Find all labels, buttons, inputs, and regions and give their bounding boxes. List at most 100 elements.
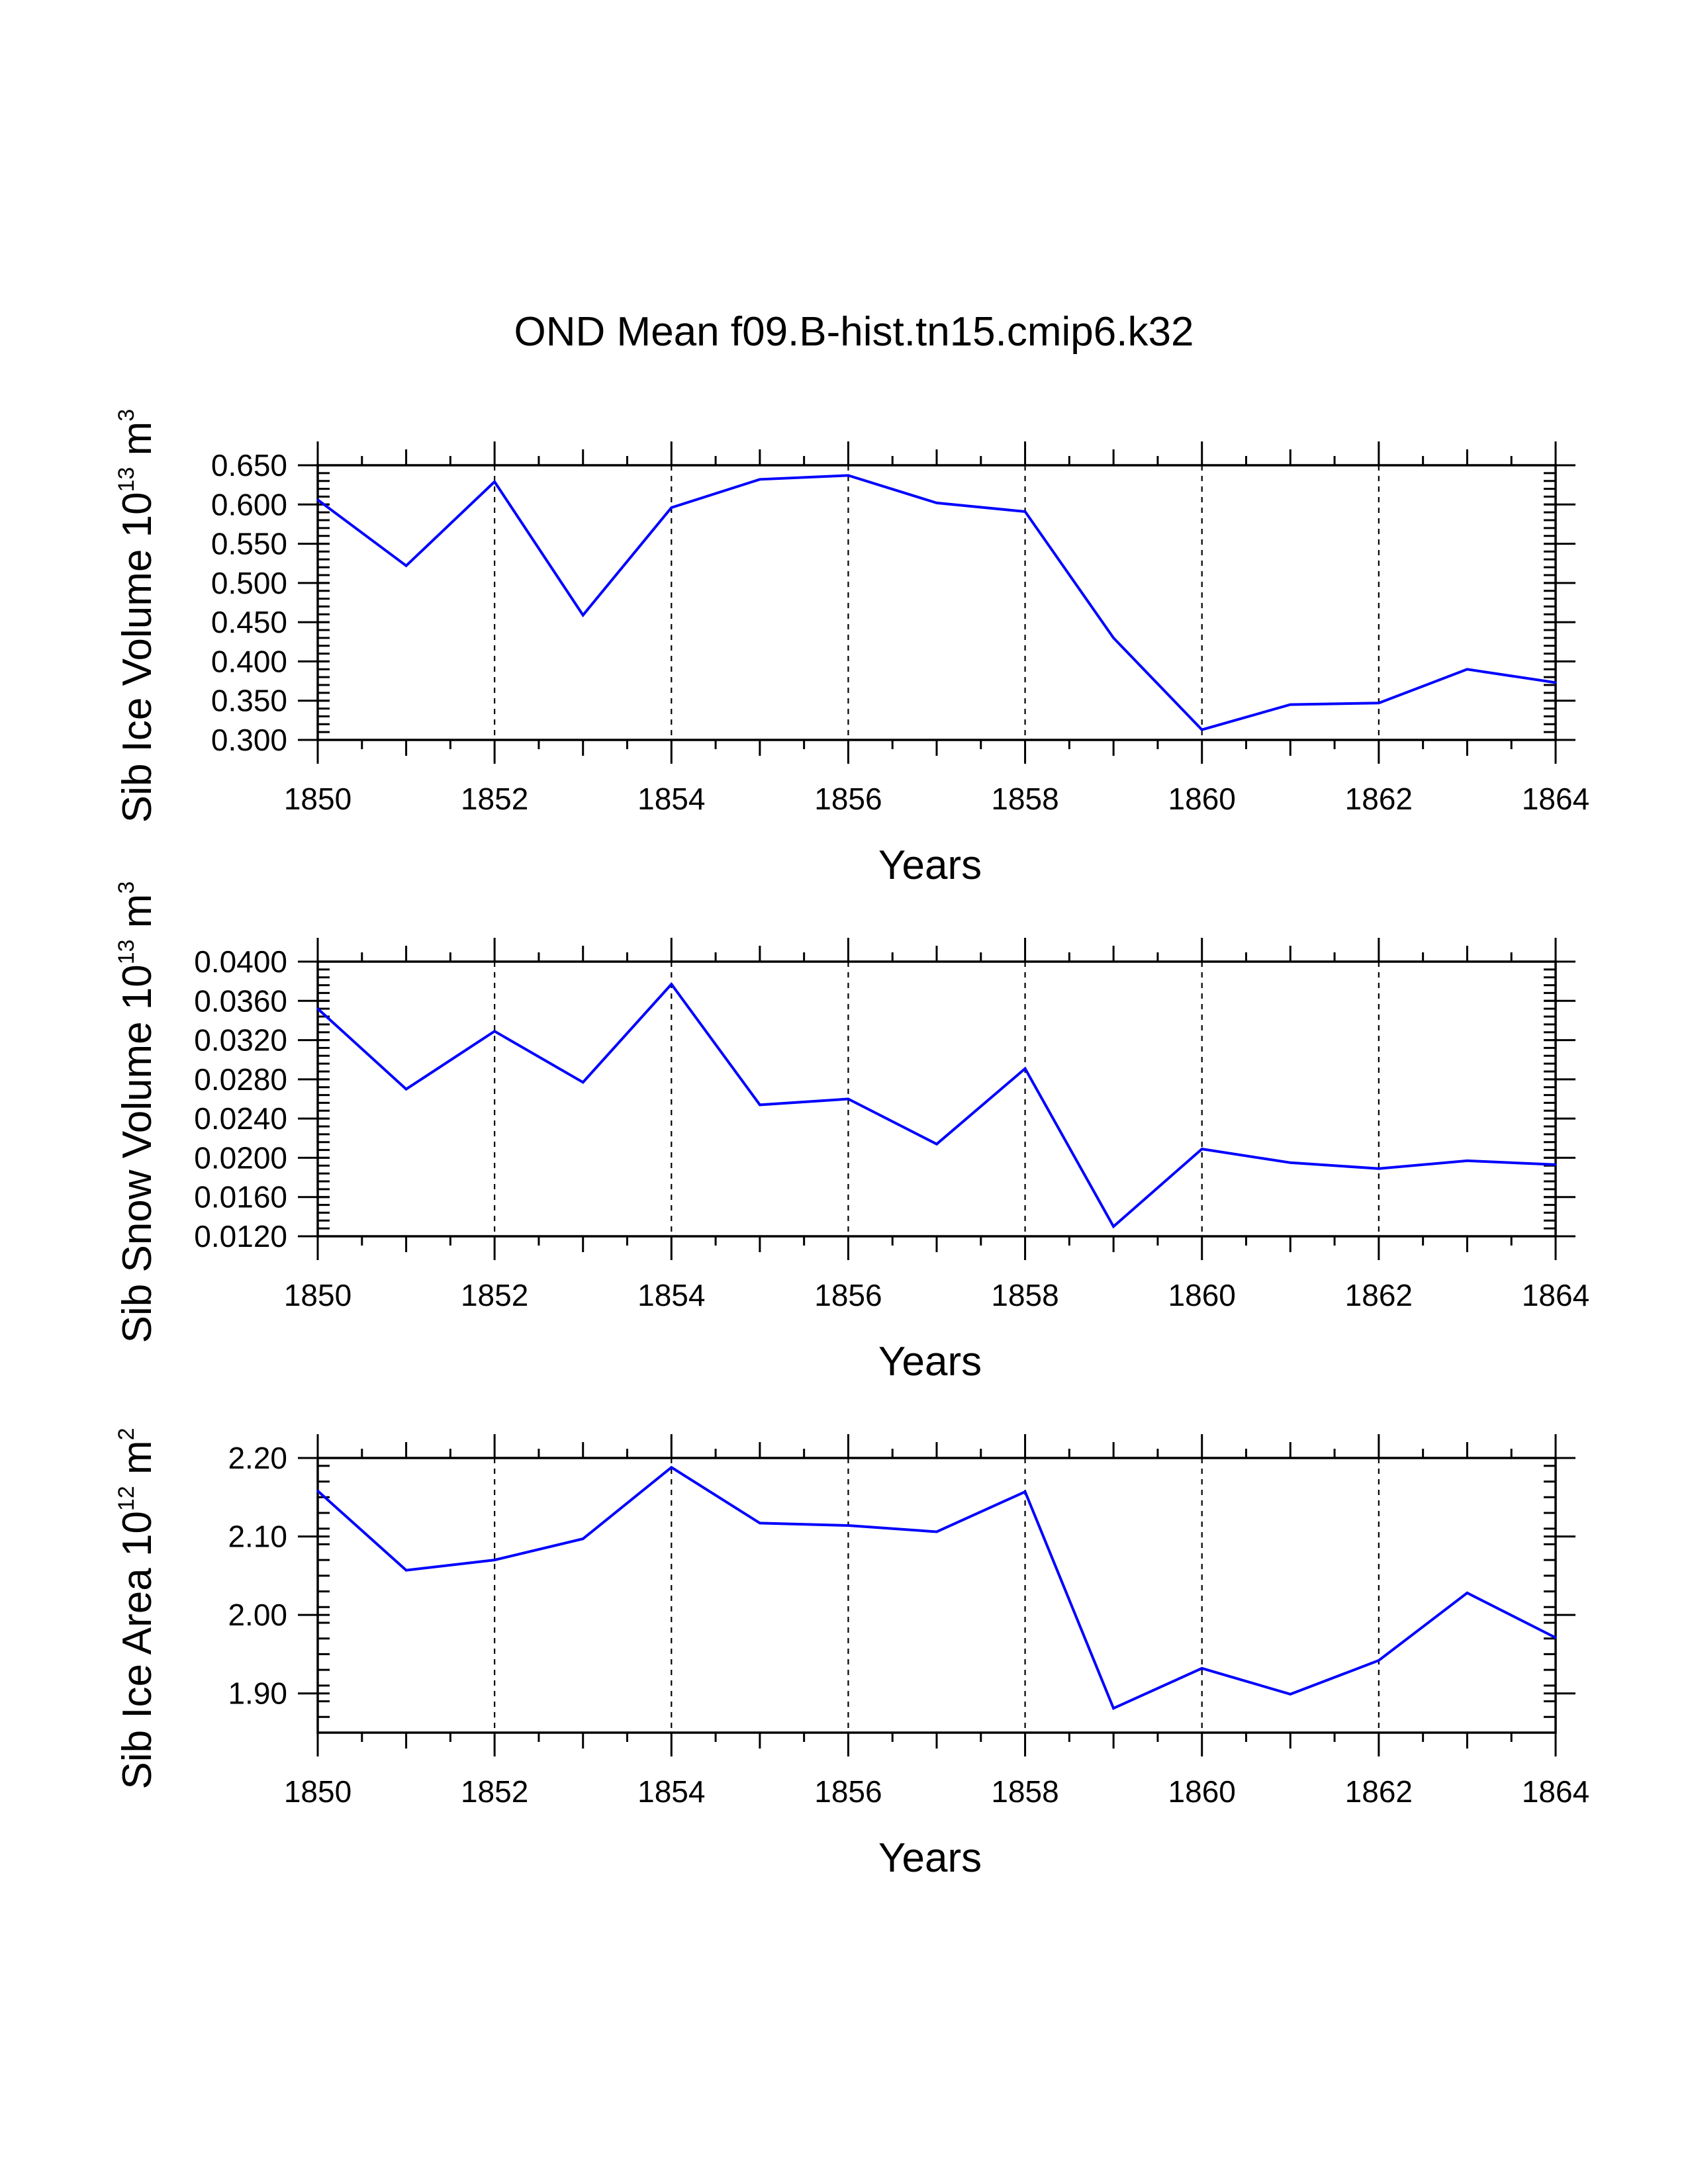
data-point	[493, 1030, 496, 1032]
y-axis-title: Sib Ice Volume 1013 m3	[114, 409, 160, 823]
x-tick-label: 1856	[814, 1774, 882, 1809]
y-tick-label: 0.500	[211, 566, 287, 600]
data-point	[759, 1103, 761, 1106]
data-point	[1289, 1161, 1291, 1164]
snow-volume-panel: 1850 1852 1854 1856 1858 1860 1862 1864 0.0120 0.…	[114, 882, 1589, 1385]
data-point	[493, 480, 496, 483]
y-axis-title-exponent: 13	[114, 467, 139, 492]
data-point	[582, 1081, 585, 1083]
plot-frame	[316, 960, 1557, 1238]
y-axis-title-unit-exponent: 3	[114, 409, 139, 422]
x-tick-label: 1850	[284, 782, 352, 816]
data-point	[670, 983, 673, 985]
y-tick-label: 0.550	[211, 527, 287, 561]
plot-frame	[316, 1457, 1557, 1734]
data-point	[582, 1537, 585, 1540]
data-point	[759, 1522, 761, 1524]
data-point	[935, 502, 938, 504]
data-line	[316, 1465, 1556, 1710]
x-tick-label: 1850	[284, 1774, 352, 1809]
ice-volume-panel: 1850 1852 1854 1856 1858 1860 1862 1864 0.300 0.3…	[114, 409, 1589, 888]
y-tick-label: 0.0280	[194, 1062, 287, 1097]
x-tick-label: 1864	[1522, 1278, 1589, 1312]
x-axis-title: Years	[878, 842, 982, 888]
x-axis-title: Years	[878, 1835, 982, 1881]
x-tick-label: 1858	[991, 1278, 1058, 1312]
x-tick-label: 1850	[284, 1278, 352, 1312]
y-tick-label: 0.350	[211, 684, 287, 718]
y-axis-title: Sib Ice Area 1012 m2	[114, 1428, 160, 1789]
data-point	[1201, 1667, 1203, 1670]
x-tick-label: 1854	[637, 782, 705, 816]
data-point	[1466, 668, 1468, 670]
x-tick-label: 1854	[637, 1774, 705, 1809]
data-point	[847, 474, 849, 477]
y-tick-label: 0.0120	[194, 1219, 287, 1253]
data-point	[1112, 1225, 1115, 1228]
data-point	[1378, 1167, 1380, 1170]
data-point	[670, 1466, 673, 1469]
data-point	[405, 1569, 408, 1572]
data-point	[1554, 1637, 1557, 1639]
x-tick-label: 1854	[637, 1278, 705, 1312]
data-point	[1112, 1707, 1115, 1709]
x-tick-label: 1856	[814, 782, 882, 816]
y-axis-title: Sib Snow Volume 1013 m3	[114, 882, 160, 1343]
y-tick-label: 0.0200	[194, 1140, 287, 1175]
data-point	[1024, 1490, 1027, 1493]
y-axis-title-exponent: 13	[114, 939, 139, 964]
y-axis-title-unit: m	[115, 894, 160, 940]
x-tick-label: 1862	[1345, 1774, 1413, 1809]
ice-area-panel: 1850 1852 1854 1856 1858 1860 1862 1864 1.90 2.00…	[114, 1428, 1589, 1881]
y-tick-label: 2.00	[228, 1598, 287, 1632]
data-point	[1466, 1592, 1468, 1594]
data-point	[1378, 702, 1380, 704]
x-axis-title: Years	[878, 1339, 982, 1385]
y-tick-label: 0.600	[211, 487, 287, 522]
data-point	[1024, 1068, 1027, 1070]
y-tick-label: 0.0320	[194, 1023, 287, 1058]
y-axis-title-exponent: 12	[114, 1486, 139, 1511]
x-tick-label: 1864	[1522, 782, 1589, 816]
data-point	[759, 478, 761, 480]
data-point	[493, 1559, 496, 1561]
x-tick-label: 1858	[991, 782, 1058, 816]
chart-title: OND Mean f09.B-hist.tn15.cmip6.k32	[514, 309, 1194, 355]
data-point	[670, 506, 673, 509]
y-axis-title-unit: m	[115, 422, 160, 467]
data-point	[582, 614, 585, 616]
y-tick-label: 0.300	[211, 723, 287, 757]
x-tick-label: 1856	[814, 1278, 882, 1312]
x-tick-label: 1862	[1345, 782, 1413, 816]
data-point	[1112, 637, 1115, 639]
data-point	[1378, 1659, 1380, 1662]
y-axis-title-text: Sib Ice Volume 10	[115, 492, 160, 823]
data-point	[316, 1007, 319, 1010]
data-point	[935, 1530, 938, 1533]
y-tick-label: 0.0240	[194, 1101, 287, 1136]
x-tick-label: 1862	[1345, 1278, 1413, 1312]
y-tick-label: 0.450	[211, 605, 287, 639]
y-axis-title-text: Sib Snow Volume 10	[115, 964, 160, 1343]
data-point	[1201, 729, 1203, 731]
data-point	[1289, 704, 1291, 706]
data-point	[847, 1098, 849, 1100]
data-point	[1201, 1148, 1203, 1150]
data-point	[847, 1524, 849, 1527]
x-tick-label: 1852	[461, 1774, 528, 1809]
x-tick-label: 1864	[1522, 1774, 1589, 1809]
x-tick-label: 1852	[461, 1278, 528, 1312]
data-point	[405, 1088, 408, 1091]
x-tick-label: 1860	[1168, 1774, 1236, 1809]
data-point	[405, 565, 408, 567]
y-tick-label: 2.20	[228, 1441, 287, 1475]
x-tick-label: 1860	[1168, 782, 1236, 816]
data-point	[316, 498, 319, 501]
data-point	[1554, 1163, 1557, 1166]
data-line	[316, 981, 1556, 1229]
y-tick-label: 0.650	[211, 448, 287, 482]
y-axis-title-unit-exponent: 3	[114, 882, 139, 894]
data-point	[316, 1490, 319, 1492]
data-point	[1289, 1693, 1291, 1696]
